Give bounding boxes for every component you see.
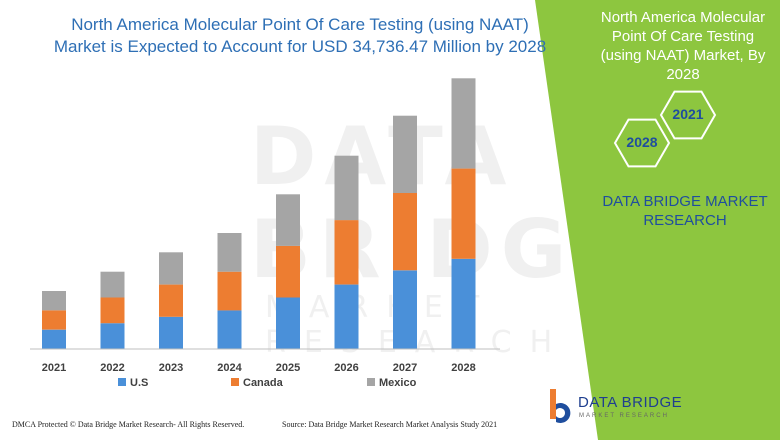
footer-copyright: DMCA Protected © Data Bridge Market Rese… <box>12 420 245 429</box>
brand-logo: DATA BRIDGE MARKET RESEARCH <box>542 386 702 432</box>
legend-swatch-canada <box>231 378 239 386</box>
legend-label-u-s: U.S <box>130 377 148 389</box>
bars-group <box>42 78 476 349</box>
x-tick-label-2024: 2024 <box>217 362 242 374</box>
x-tick-label-2028: 2028 <box>451 362 475 374</box>
x-tick-label-2027: 2027 <box>393 362 417 374</box>
chart-title-line2: Market is Expected to Account for USD 34… <box>53 37 547 56</box>
bar-u-s-2027 <box>393 270 417 349</box>
hexagon-2028 <box>613 118 671 168</box>
x-tick-label-2026: 2026 <box>334 362 358 374</box>
legend: U.S Canada Mexico <box>118 377 417 389</box>
bar-mexico-2028 <box>451 78 476 169</box>
bar-canada-2028 <box>451 168 476 259</box>
x-tick-label-2021: 2021 <box>42 362 66 374</box>
bar-u-s-2025 <box>276 297 300 349</box>
bar-mexico-2021 <box>42 291 66 311</box>
legend-swatch-u-s <box>118 378 126 386</box>
bar-canada-2025 <box>276 245 300 298</box>
bar-u-s-2028 <box>451 258 476 349</box>
bar-canada-2023 <box>159 284 183 317</box>
legend-label-canada: Canada <box>243 377 284 389</box>
bar-canada-2024 <box>217 271 242 311</box>
logo-icon <box>550 389 571 423</box>
bar-u-s-2021 <box>42 329 66 349</box>
bar-u-s-2024 <box>217 310 242 349</box>
bar-mexico-2023 <box>159 252 183 285</box>
bar-canada-2021 <box>42 310 66 330</box>
hexagon-2021 <box>659 90 717 140</box>
side-panel-background <box>535 0 780 440</box>
bar-u-s-2026 <box>334 284 359 349</box>
chart-title-line1: North America Molecular Point Of Care Te… <box>71 15 529 34</box>
legend-swatch-mexico <box>367 378 375 386</box>
bar-u-s-2022 <box>100 323 125 349</box>
chart-title: North America Molecular Point Of Care Te… <box>40 14 560 58</box>
bar-mexico-2024 <box>217 233 242 272</box>
bar-mexico-2025 <box>276 194 300 246</box>
bar-mexico-2022 <box>100 271 125 298</box>
x-tick-label-2022: 2022 <box>100 362 124 374</box>
bar-mexico-2026 <box>334 155 359 221</box>
footer-source: Source: Data Bridge Market Research Mark… <box>282 420 498 429</box>
logo-subtitle: MARKET RESEARCH <box>579 413 669 419</box>
x-axis-labels: 2021 2022 2023 2024 2025 2026 2027 2028 <box>42 362 476 374</box>
logo-name: DATA BRIDGE <box>578 394 683 411</box>
x-tick-label-2025: 2025 <box>276 362 300 374</box>
bar-u-s-2023 <box>159 316 183 349</box>
bar-canada-2026 <box>334 220 359 285</box>
bar-mexico-2027 <box>393 115 417 193</box>
x-tick-label-2023: 2023 <box>159 362 183 374</box>
bar-canada-2027 <box>393 193 417 271</box>
legend-label-mexico: Mexico <box>379 377 417 389</box>
bar-canada-2022 <box>100 297 125 324</box>
side-panel-graphics <box>535 0 780 440</box>
